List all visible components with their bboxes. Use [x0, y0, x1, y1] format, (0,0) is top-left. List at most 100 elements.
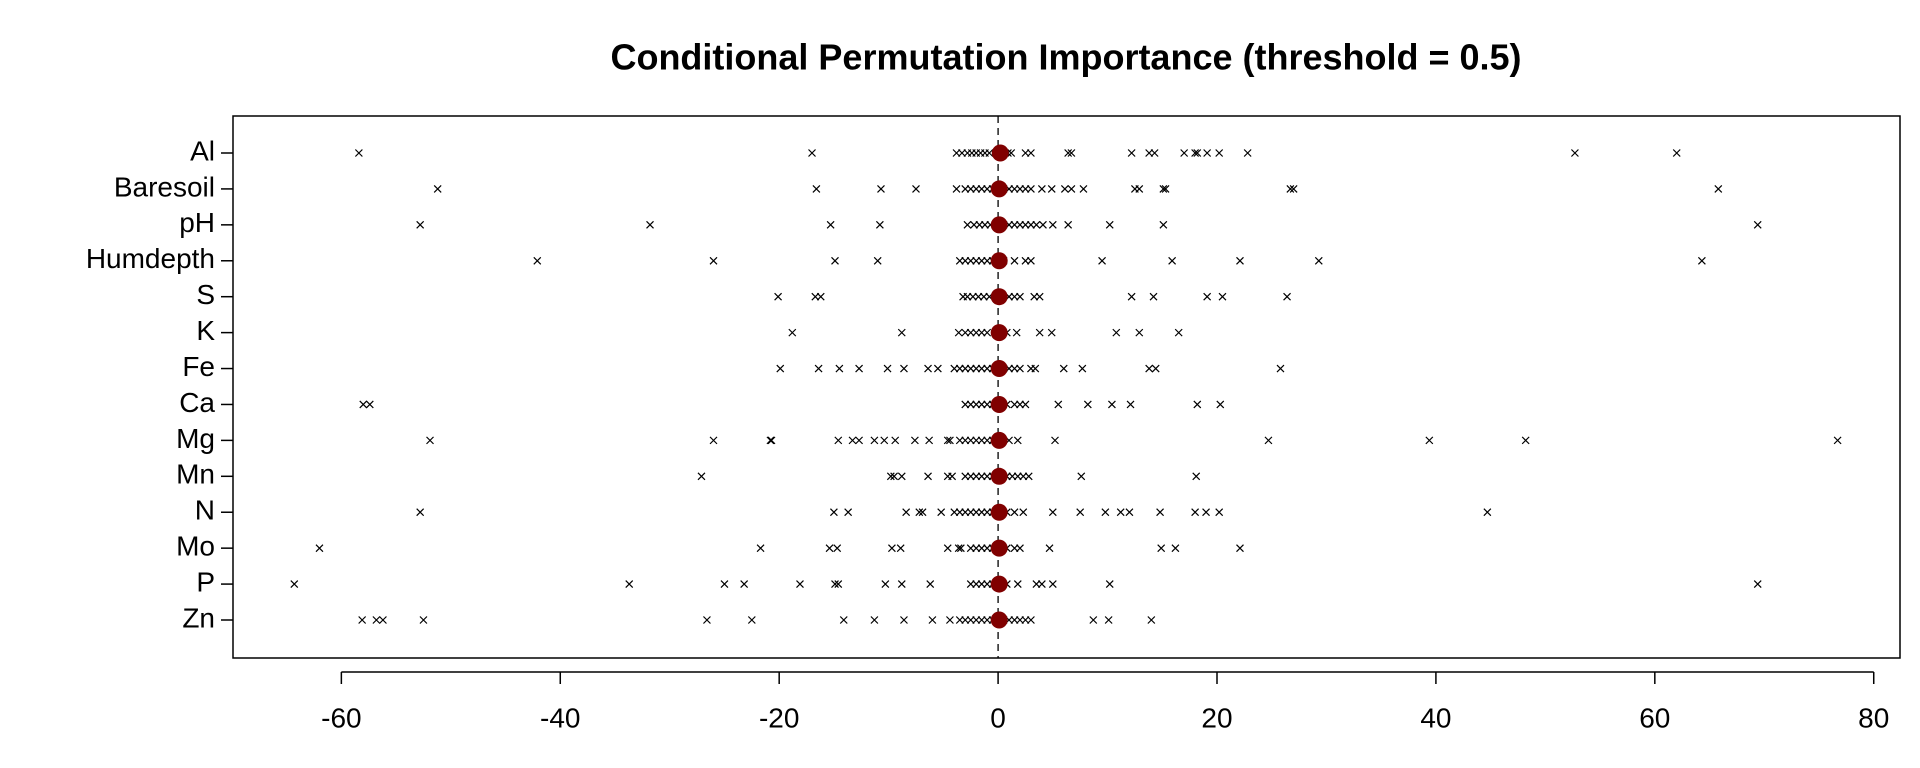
mean-dot [990, 288, 1008, 306]
mean-dot [990, 395, 1008, 413]
point [1047, 328, 1056, 337]
point [1753, 220, 1762, 229]
point [290, 580, 299, 589]
point [697, 472, 706, 481]
point [1135, 184, 1144, 193]
point [848, 436, 857, 445]
point [1054, 400, 1063, 409]
point [740, 580, 749, 589]
y-tick-label: Al [190, 135, 215, 166]
point [416, 220, 425, 229]
point [1105, 580, 1114, 589]
point [1714, 184, 1723, 193]
point [358, 616, 367, 624]
point [1012, 328, 1021, 337]
point [870, 436, 879, 445]
point [812, 184, 821, 193]
point [831, 580, 839, 589]
point [756, 544, 765, 553]
point [365, 400, 374, 409]
point [825, 544, 834, 553]
point [1027, 616, 1035, 624]
point [946, 616, 954, 624]
point [1031, 364, 1040, 373]
point [902, 508, 911, 517]
point [1289, 184, 1298, 193]
point [1048, 580, 1057, 589]
point [1127, 149, 1136, 157]
point [1019, 508, 1028, 517]
point [1047, 184, 1056, 193]
point [1021, 400, 1030, 409]
mean-dot [990, 216, 1008, 234]
mean-dot [990, 611, 1008, 629]
point [1045, 544, 1054, 553]
point [1010, 508, 1019, 517]
point [1016, 364, 1024, 373]
point [1174, 328, 1183, 337]
point [788, 328, 797, 337]
point [881, 580, 890, 589]
point [1203, 149, 1212, 157]
point [416, 508, 425, 517]
point [1192, 472, 1201, 481]
point [1521, 436, 1530, 445]
mean-dot [990, 575, 1008, 593]
point [1027, 184, 1035, 193]
mean-dot [990, 431, 1008, 449]
point [1483, 508, 1492, 517]
point [983, 328, 992, 337]
point [1145, 364, 1154, 373]
point [900, 364, 908, 373]
x-tick-label: 20 [1201, 702, 1232, 733]
point [855, 364, 864, 373]
point [1202, 508, 1210, 517]
point [870, 616, 879, 624]
point [890, 472, 899, 481]
point [948, 472, 957, 481]
point [985, 149, 994, 157]
x-tick-label: 80 [1858, 702, 1889, 733]
point [926, 580, 935, 589]
point [1753, 580, 1762, 589]
point [1016, 544, 1024, 553]
point [766, 436, 775, 445]
chart-title: Conditional Permutation Importance (thre… [610, 37, 1521, 78]
point [1159, 220, 1168, 229]
point [925, 436, 934, 445]
point [1216, 400, 1225, 409]
mean-dot [990, 180, 1008, 198]
point [774, 292, 783, 301]
point [875, 220, 884, 229]
point [880, 436, 889, 445]
point [1048, 508, 1057, 517]
mean-dot [990, 324, 1008, 342]
point [937, 508, 946, 517]
point [844, 508, 853, 517]
point [720, 580, 729, 589]
point [1104, 616, 1113, 624]
point [1125, 508, 1134, 517]
point [1035, 328, 1044, 337]
point [891, 436, 900, 445]
point [826, 220, 835, 229]
point [1064, 220, 1073, 229]
point [1672, 149, 1681, 157]
point [1236, 256, 1244, 265]
point [796, 580, 804, 589]
point [419, 616, 428, 624]
point [954, 328, 963, 337]
point [1064, 149, 1073, 157]
point [833, 544, 842, 553]
x-tick-label: 60 [1639, 702, 1670, 733]
point [1157, 544, 1166, 553]
point [1276, 364, 1285, 373]
point [1098, 256, 1106, 265]
point [1067, 149, 1076, 157]
x-tick-label: 0 [990, 702, 1006, 733]
point [433, 184, 442, 193]
point [1013, 436, 1022, 445]
point [1171, 544, 1180, 553]
